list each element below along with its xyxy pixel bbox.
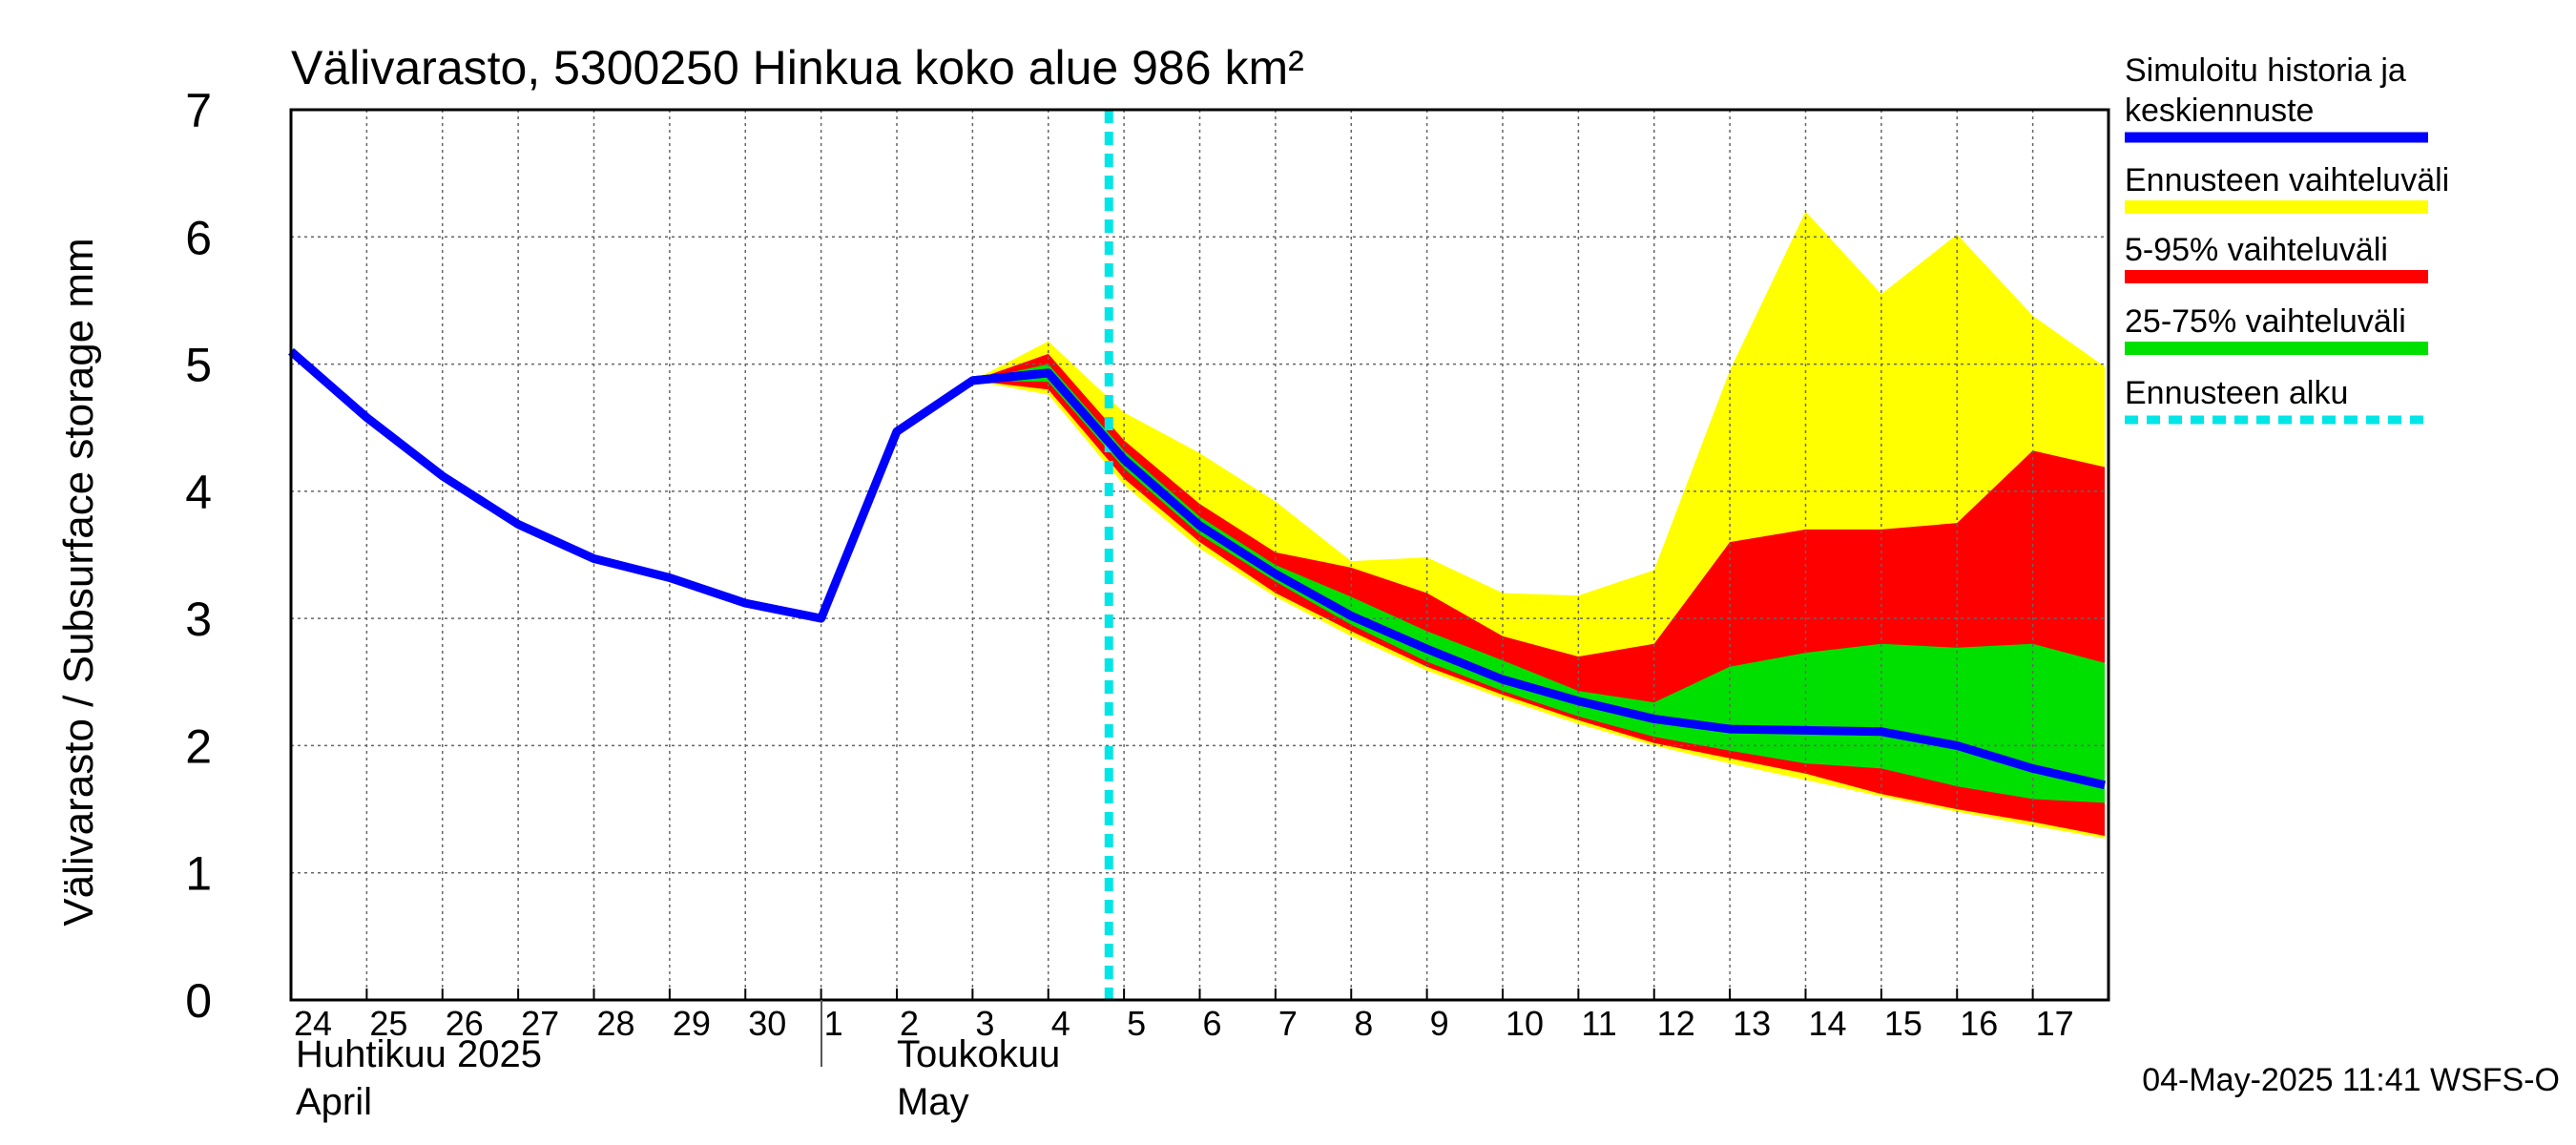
x-tick-label: 12 [1657,1004,1695,1043]
x-tick-label: 28 [597,1004,635,1043]
legend-full-range-label: Ennusteen vaihteluväli [2125,162,2449,198]
y-tick-label: 0 [185,974,212,1028]
legend-forecast-start-label: Ennusteen alku [2125,375,2348,411]
x-tick-label: 2 [900,1004,919,1043]
legend-history-label-line1: Simuloitu historia ja [2125,52,2406,89]
x-tick-label: 7 [1278,1004,1298,1043]
x-tick-label: 3 [975,1004,994,1043]
x-tick-label: 11 [1581,1004,1616,1043]
x-tick-label: 30 [748,1004,786,1043]
y-tick-label: 3 [185,593,212,646]
x-tick-label: 16 [1960,1004,1998,1043]
x-tick-label: 29 [673,1004,711,1043]
x-tick-label: 17 [2036,1004,2074,1043]
y-tick-label: 2 [185,719,212,773]
chart-title: Välivarasto, 5300250 Hinkua koko alue 98… [291,41,1304,94]
x-tick-label: 26 [446,1004,484,1043]
x-tick-label: 6 [1203,1004,1222,1043]
x-tick-label: 4 [1051,1004,1070,1043]
grid-lines [291,110,2109,1000]
y-tick-label: 4 [185,466,212,519]
history-line [288,347,1049,623]
y-axis-label: Välivarasto / Subsurface storage mm [55,238,102,926]
y-tick-label: 1 [185,847,212,901]
y-tick-label: 7 [185,84,212,137]
month-label-may-fi: Toukokuu [897,1033,1060,1075]
x-tick-label: 25 [369,1004,407,1043]
x-tick-label: 24 [294,1004,332,1043]
x-ticks [365,989,2034,1000]
band-25-75 [972,364,2106,803]
x-tick-label: 13 [1733,1004,1771,1043]
x-tick-label: 8 [1354,1004,1373,1043]
x-tick-label: 9 [1430,1004,1449,1043]
footer-timestamp: 04-May-2025 11:41 WSFS-O [2142,1062,2560,1098]
legend-5-95-label: 5-95% vaihteluväli [2125,232,2388,268]
legend: Simuloitu historia ja keskiennuste Ennus… [2125,52,2449,425]
x-tick-label: 1 [824,1004,843,1043]
month-label-may-en: May [897,1081,969,1123]
x-tick-label: 10 [1506,1004,1544,1043]
plot-area [288,108,2110,1002]
y-tick-label: 5 [185,339,212,392]
y-tick-label: 6 [185,211,212,264]
x-tick-label: 27 [521,1004,559,1043]
median-forecast-line [971,368,2107,790]
x-tick-label: 15 [1884,1004,1922,1043]
x-tick-labels: 24 25 26 27 28 29 30 1 2 3 4 5 6 7 8 9 10 11 12 13 14 15 16 17 [294,1004,2074,1043]
month-label-april-en: April [296,1081,372,1123]
legend-history-label-line2: keskiennuste [2125,93,2314,129]
month-label-april-fi: Huhtikuu 2025 [296,1033,542,1075]
x-tick-label: 5 [1127,1004,1146,1043]
x-tick-label: 14 [1809,1004,1847,1043]
legend-25-75-label: 25-75% vaihteluväli [2125,303,2406,340]
